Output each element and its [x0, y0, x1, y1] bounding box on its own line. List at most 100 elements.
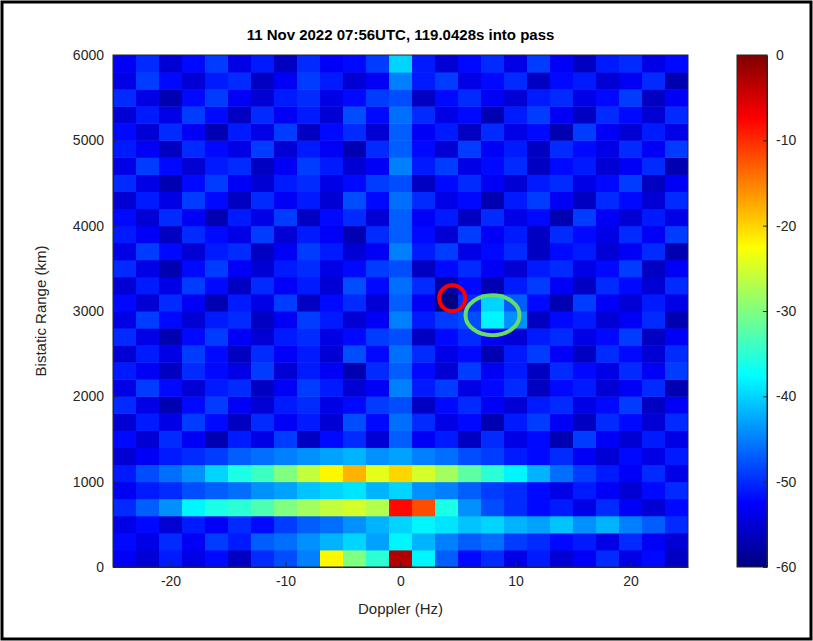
heatmap-cell — [527, 277, 551, 295]
heatmap-cell — [596, 277, 620, 295]
tick: -20 — [161, 562, 181, 589]
heatmap-cell — [435, 516, 459, 534]
heatmap-cell — [182, 482, 206, 500]
heatmap-cell — [504, 157, 528, 175]
tick: 10 — [508, 562, 524, 589]
heatmap-cell — [159, 345, 183, 363]
tick: -40 — [763, 388, 796, 404]
tick-mark — [401, 562, 402, 567]
heatmap-cell — [159, 123, 183, 141]
tick-label: 0 — [96, 559, 104, 575]
heatmap-cell — [274, 277, 298, 295]
heatmap-cell — [458, 174, 482, 192]
heatmap-cell — [665, 499, 688, 517]
heatmap-cell — [435, 55, 459, 73]
y-axis: 0100020003000400050006000 — [73, 47, 118, 575]
heatmap-cell — [113, 277, 137, 295]
heatmap-cell — [182, 174, 206, 192]
chart: -20-1001020010002000300040005000600011 N… — [0, 0, 813, 641]
heatmap-cell — [343, 260, 367, 278]
heatmap-cell — [274, 396, 298, 414]
heatmap-cell — [228, 516, 252, 534]
heatmap-cell — [527, 413, 551, 431]
heatmap-cell — [251, 89, 275, 107]
heatmap-cell — [550, 55, 574, 73]
heatmap-cell — [205, 396, 229, 414]
heatmap-cell — [228, 72, 252, 90]
heatmap-cell — [596, 226, 620, 244]
heatmap-cell — [389, 396, 413, 414]
heatmap-cell — [435, 362, 459, 380]
heatmap-cell — [389, 157, 413, 175]
heatmap-cell — [550, 328, 574, 346]
heatmap-cell — [642, 157, 666, 175]
heatmap-cell — [550, 174, 574, 192]
heatmap-cell — [136, 430, 160, 448]
heatmap-cell — [481, 72, 505, 90]
heatmap-cell — [665, 72, 688, 90]
heatmap-cell — [113, 106, 137, 124]
heatmap-cell — [320, 209, 344, 227]
heatmap-cell — [596, 328, 620, 346]
y-axis-title: Bistatic Range (km) — [32, 246, 49, 377]
heatmap-cell — [596, 482, 620, 500]
heatmap-cell — [366, 533, 390, 551]
heatmap-cell — [251, 106, 275, 124]
heatmap-cell — [113, 550, 137, 567]
heatmap-cell — [297, 55, 321, 73]
heatmap-cell — [159, 499, 183, 517]
heatmap-cell — [113, 379, 137, 397]
heatmap-cell — [343, 465, 367, 483]
heatmap-cell — [642, 226, 666, 244]
heatmap-cell — [665, 157, 688, 175]
heatmap-cell — [481, 226, 505, 244]
heatmap-cell — [389, 345, 413, 363]
heatmap-cell — [481, 345, 505, 363]
heatmap-cell — [274, 140, 298, 158]
heatmap-cell — [320, 533, 344, 551]
heatmap-cell — [665, 430, 688, 448]
heatmap-cell — [136, 294, 160, 312]
heatmap-cell — [389, 430, 413, 448]
heatmap-cell — [458, 192, 482, 210]
heatmap-cell — [527, 226, 551, 244]
heatmap-cell — [665, 362, 688, 380]
heatmap-cell — [619, 396, 643, 414]
tick: 0 — [397, 562, 405, 589]
heatmap-cell — [366, 157, 390, 175]
heatmap-cell — [251, 345, 275, 363]
heatmap-cell — [251, 174, 275, 192]
heatmap-cell — [343, 413, 367, 431]
heatmap-cell — [136, 226, 160, 244]
heatmap-cell — [481, 157, 505, 175]
heatmap-cell — [642, 174, 666, 192]
tick-label: -50 — [776, 474, 796, 490]
heatmap-cell — [343, 123, 367, 141]
heatmap-cell — [228, 448, 252, 466]
heatmap-cell — [389, 499, 413, 517]
heatmap-cell — [435, 413, 459, 431]
heatmap-cell — [159, 482, 183, 500]
tick: 3000 — [73, 303, 118, 319]
tick: -10 — [763, 132, 796, 148]
heatmap-cell — [228, 379, 252, 397]
heatmap-cell — [550, 482, 574, 500]
heatmap-cell — [389, 482, 413, 500]
heatmap-cell — [619, 499, 643, 517]
heatmap-cell — [573, 345, 597, 363]
heatmap-cell — [343, 209, 367, 227]
heatmap-cell — [297, 123, 321, 141]
heatmap-cell — [504, 345, 528, 363]
heatmap-cell — [481, 243, 505, 261]
heatmap-cell — [159, 89, 183, 107]
heatmap-cell — [113, 123, 137, 141]
heatmap-cell — [274, 362, 298, 380]
heatmap-cell — [297, 482, 321, 500]
heatmap-cell — [619, 89, 643, 107]
tick-label: 0 — [776, 47, 784, 63]
heatmap-cell — [113, 533, 137, 551]
heatmap-cell — [113, 192, 137, 210]
heatmap-cell — [619, 55, 643, 73]
heatmap-cell — [136, 499, 160, 517]
heatmap-cell — [297, 499, 321, 517]
